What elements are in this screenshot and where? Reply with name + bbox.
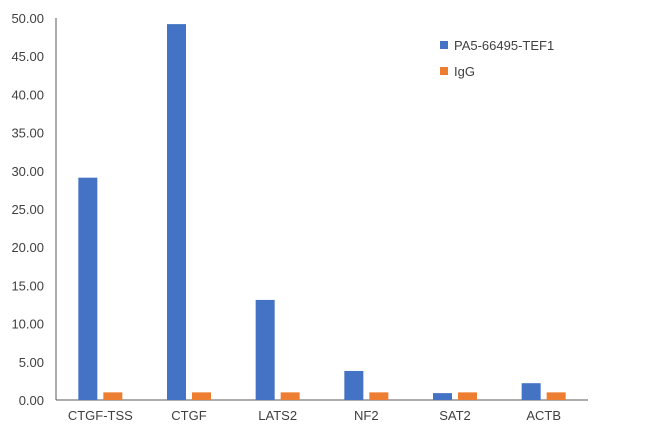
y-tick-label: 15.00: [11, 278, 44, 293]
y-tick-label: 30.00: [11, 164, 44, 179]
y-tick-label: 10.00: [11, 317, 44, 332]
y-tick-label: 0.00: [19, 393, 44, 408]
bar-series-1-actb: [521, 383, 541, 400]
x-tick-label: NF2: [354, 408, 379, 423]
bar-series-2-lats2: [280, 392, 300, 400]
bar-series-1-sat2: [433, 393, 452, 400]
x-tick-label: LATS2: [258, 408, 297, 423]
bar-series-2-actb: [546, 392, 566, 400]
bar-series-1-nf2: [344, 370, 364, 400]
legend-swatch-series-2: [440, 67, 448, 75]
y-tick-label: 40.00: [11, 87, 44, 102]
x-tick-label: CTGF: [171, 408, 206, 423]
legend-label-series-2: IgG: [454, 63, 475, 79]
y-tick-label: 5.00: [19, 355, 44, 370]
y-tick-label: 50.00: [11, 11, 44, 26]
legend-label-series-1: PA5-66495-TEF1: [454, 37, 555, 53]
bar-series-2-ctgf: [192, 392, 211, 400]
bar-series-1-ctgf-tss: [78, 177, 98, 400]
legend-swatch-series-1: [440, 41, 448, 49]
bar-series-1-lats2: [255, 299, 275, 400]
y-tick-label: 35.00: [11, 126, 44, 141]
bar-series-2-nf2: [369, 392, 389, 400]
bar-series-2-ctgf-tss: [103, 392, 123, 400]
y-tick-label: 45.00: [11, 49, 44, 64]
bar-series-2-sat2: [458, 392, 477, 400]
legend-item-series-2: IgG: [440, 58, 554, 84]
x-tick-label: ACTB: [526, 408, 561, 423]
y-tick-label: 20.00: [11, 240, 44, 255]
legend: PA5-66495-TEF1 IgG: [440, 32, 554, 84]
x-tick-label: SAT2: [439, 408, 471, 423]
bar-series-1-ctgf: [167, 24, 186, 400]
legend-item-series-1: PA5-66495-TEF1: [440, 32, 554, 58]
x-tick-label: CTGF-TSS: [68, 408, 133, 423]
y-tick-label: 25.00: [11, 202, 44, 217]
